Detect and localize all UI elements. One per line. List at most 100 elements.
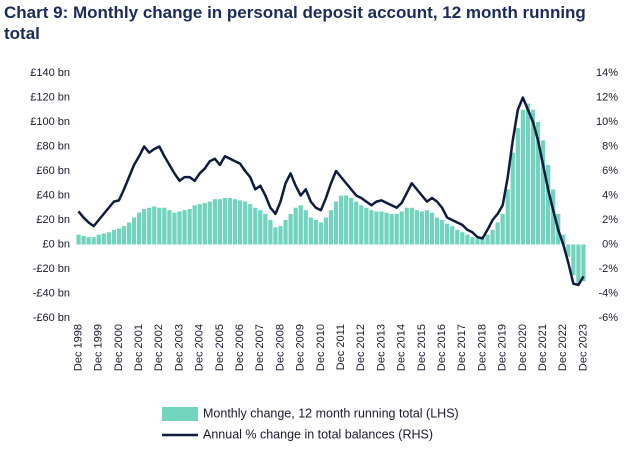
bar [414,210,419,245]
bar [359,205,364,245]
bar [177,211,182,245]
x-tick-label: Dec 2017 [456,324,468,371]
bar [374,211,379,245]
y2-tick-label: 0% [602,238,618,250]
bar [293,207,298,245]
bar [389,213,394,245]
bar [172,212,177,245]
x-tick-label: Dec 2013 [375,324,387,371]
bar [525,103,531,245]
bar [470,237,475,245]
y2-tick-label: 14% [596,67,618,79]
bar [369,210,374,245]
bar [475,238,480,245]
x-tick-label: Dec 2016 [436,324,448,371]
bar [217,199,223,245]
y-tick-label: £60 bn [36,165,70,177]
bar [394,213,399,245]
bar [283,220,288,245]
x-tick-label: Dec 2015 [416,324,428,371]
x-tick-label: Dec 1999 [93,324,105,371]
bar [182,210,187,245]
bar [202,202,207,245]
bar [288,213,293,245]
y2-tick-label: -4% [598,287,618,299]
bar [490,229,495,245]
x-tick-label: Dec 2020 [517,324,529,371]
y-tick-label: £80 bn [36,140,70,152]
y-tick-label: £40 bn [36,189,70,201]
legend-label: Annual % change in total balances (RHS) [203,427,433,441]
bar [500,213,505,245]
x-tick-label: Dec 2014 [396,324,408,371]
bar [333,201,339,245]
x-tick-label: Dec 2004 [194,324,206,371]
bar [207,201,212,245]
y-tick-label: -£40 bn [33,287,70,299]
y-tick-label: £100 bn [30,116,70,128]
x-tick-label: Dec 2008 [274,324,286,371]
bar [561,234,566,245]
bar [566,244,571,257]
y2-tick-label: 4% [602,189,618,201]
bar [515,128,520,245]
y2-tick-label: 10% [596,116,618,128]
bar [535,122,541,245]
bar [116,228,122,245]
x-tick-label: Dec 2022 [557,324,569,371]
y2-tick-label: -6% [598,312,618,324]
bar [460,232,465,245]
bar [495,222,500,245]
chart-title: Chart 9: Monthly change in personal depo… [4,3,586,43]
y2-tick-label: -2% [598,263,618,275]
bar [399,211,404,245]
y-tick-label: £140 bn [30,67,70,79]
bar [465,234,470,245]
bar [434,217,440,245]
bar [364,207,369,245]
bar [121,226,127,245]
bar [338,195,344,245]
bar [232,199,238,245]
bar [96,234,101,245]
line [77,96,585,287]
y-tick-label: £120 bn [30,91,70,103]
bar [147,207,152,245]
bar [268,220,273,245]
bar [313,220,318,245]
bar [571,244,576,276]
x-tick-label: Dec 2010 [315,324,327,371]
bar [485,234,490,245]
legend-swatch [162,407,198,421]
bar [328,210,334,245]
bar [227,197,233,245]
bar [576,244,581,284]
bar [530,109,536,245]
bar [384,212,389,245]
bar [404,207,409,245]
x-tick-label: Dec 2018 [476,324,488,371]
bar [76,234,81,245]
bar [349,197,354,245]
x-tick-label: Dec 2001 [133,324,145,371]
bar [263,213,268,245]
bar [81,235,86,245]
bar [101,233,106,245]
y-tick-label: £0 bn [42,238,70,250]
x-tick-label: Dec 2007 [254,324,266,371]
bar [212,199,217,245]
x-tick-label: Dec 2006 [234,324,246,371]
bar [551,189,556,245]
bar [192,205,197,245]
bar [429,212,435,245]
bar [455,229,460,245]
bar [419,211,425,245]
x-tick-label: Dec 2019 [497,324,509,371]
x-tick-label: Dec 2003 [173,324,185,371]
bar [142,208,147,245]
legend-label: Monthly change, 12 month running total (… [203,406,459,420]
bar [152,206,157,245]
bar [167,210,172,245]
bar [303,210,308,245]
bar [450,226,455,245]
